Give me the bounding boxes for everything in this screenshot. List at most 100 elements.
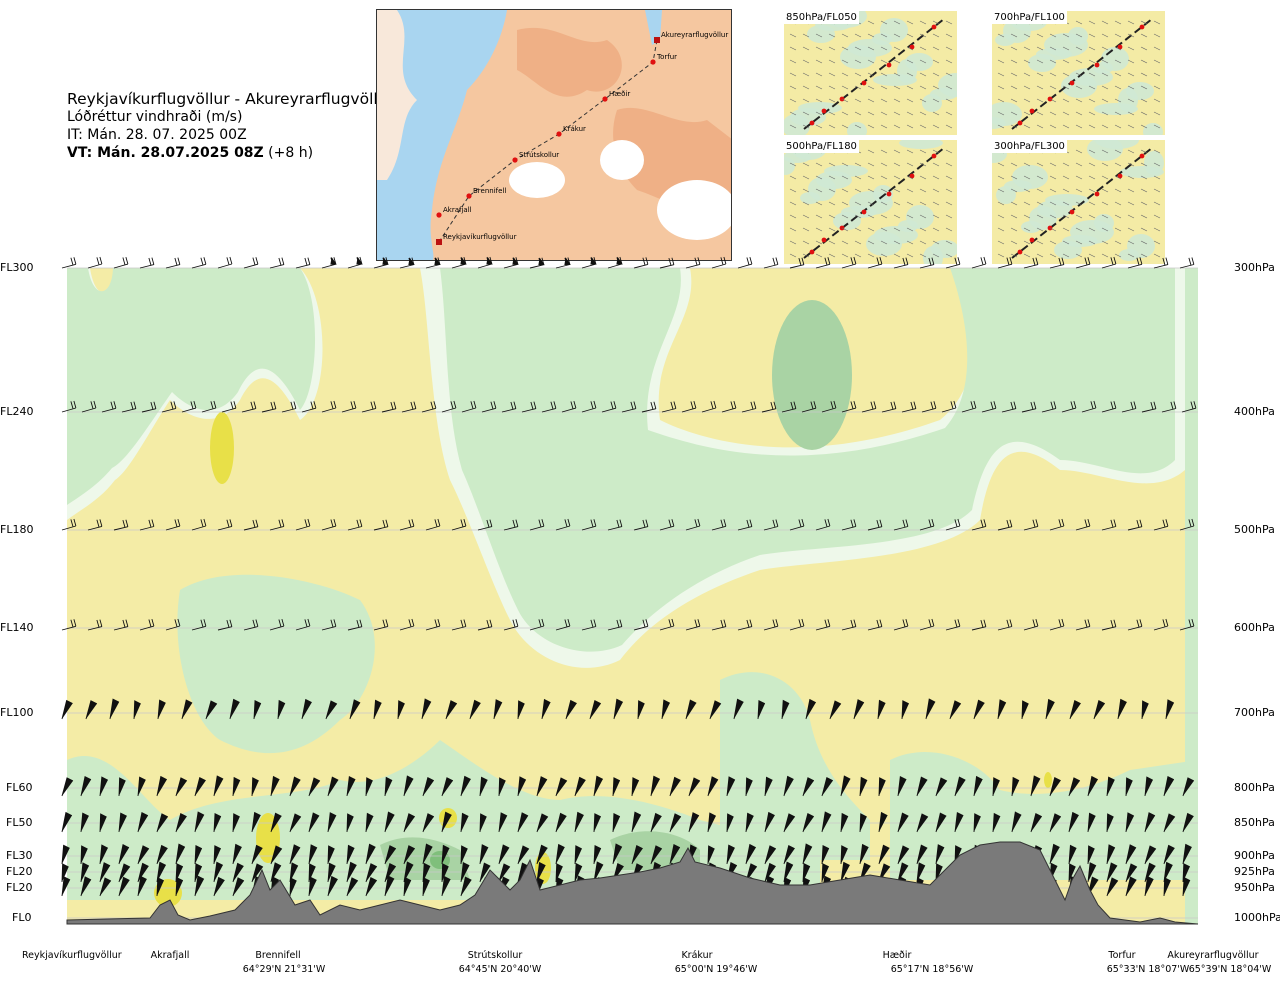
level-map-label: 500hPa/FL180 — [784, 140, 859, 153]
wind-barb — [659, 257, 675, 269]
wind-barb — [607, 519, 623, 531]
wind-barb — [802, 843, 813, 865]
wind-barb — [243, 619, 259, 631]
wind-barb — [346, 776, 356, 797]
wind-barb — [881, 401, 897, 413]
wind-barb — [156, 877, 165, 897]
wind-barb — [381, 401, 397, 413]
wind-barb — [477, 256, 493, 269]
wind-barb — [217, 619, 233, 631]
wind-barb — [916, 844, 928, 865]
wind-barb — [270, 812, 282, 833]
wind-barb — [1179, 618, 1195, 631]
wind-barb — [251, 844, 263, 865]
wind-barb — [156, 844, 168, 865]
wind-barb — [181, 400, 197, 413]
waypoint-coord: 64°45'N 20°40'W — [458, 964, 542, 975]
wind-barb — [213, 861, 224, 883]
wind-barb — [156, 861, 167, 883]
wind-barb — [685, 257, 701, 269]
wind-barb — [421, 698, 432, 720]
wind-barb — [113, 619, 129, 631]
wind-barb — [213, 845, 222, 865]
wind-barb — [789, 518, 805, 531]
wind-barb — [175, 777, 188, 797]
wind-barb — [289, 776, 301, 797]
wind-barb — [80, 862, 90, 883]
wind-barb — [165, 618, 181, 631]
waypoint-label: Strútskollur — [467, 950, 523, 961]
wind-barb — [308, 777, 321, 797]
wind-barb — [821, 777, 834, 797]
wind-barb — [460, 876, 472, 897]
wind-barb — [327, 845, 335, 865]
wind-barb — [175, 843, 186, 865]
wind-barb — [118, 812, 127, 833]
wind-barb — [992, 812, 1001, 833]
route-waypoint-label: Hæðir — [609, 90, 630, 98]
waypoint-coord: 65°39'N 18°04'W — [1188, 964, 1272, 975]
wind-barb — [861, 401, 877, 413]
wind-barb — [631, 811, 642, 833]
wind-barb — [80, 845, 88, 865]
wind-barb — [479, 844, 489, 865]
wind-barb — [1106, 844, 1116, 865]
wind-barb — [421, 401, 437, 413]
wind-barb — [137, 875, 147, 897]
wind-barb — [99, 862, 111, 883]
level-map-svg — [784, 11, 957, 135]
wind-barb — [867, 619, 883, 631]
wind-barb — [1093, 700, 1106, 720]
wind-barb — [1087, 812, 1096, 833]
wind-barb — [498, 863, 511, 883]
wind-barb — [919, 618, 935, 631]
wind-barb — [1165, 699, 1175, 720]
wind-barb — [954, 776, 966, 797]
waypoint-coord: 65°17'N 18°56'W — [890, 964, 974, 975]
route-waypoint-label: Akrafjall — [443, 206, 472, 214]
wind-barb — [365, 863, 378, 883]
level-map-label: 850hPa/FL050 — [784, 11, 859, 24]
wind-barb — [935, 777, 948, 797]
wind-barb — [593, 813, 602, 833]
wind-barb — [308, 812, 320, 833]
wind-barb — [840, 845, 848, 865]
wind-barb — [1153, 257, 1169, 269]
wind-barb — [815, 518, 831, 531]
wind-barb — [191, 518, 207, 531]
wind-barb — [460, 862, 470, 883]
wind-barb — [973, 699, 985, 720]
wind-barb — [121, 401, 137, 413]
parameter-label: Lóðréttur vindhraði (m/s) — [67, 109, 243, 125]
wind-barb — [217, 256, 233, 269]
wind-barb — [763, 619, 779, 631]
wind-barb — [161, 401, 177, 413]
wind-barb — [637, 700, 645, 720]
waypoint-coord: 65°00'N 19°46'W — [674, 964, 758, 975]
wind-barb — [441, 844, 450, 865]
wind-barb — [137, 776, 146, 797]
wind-barb — [631, 844, 643, 865]
wind-barb — [997, 699, 1007, 720]
wind-barb — [399, 519, 415, 531]
wind-barb — [589, 700, 602, 720]
wind-barb — [840, 775, 851, 797]
wind-barb — [1182, 777, 1195, 797]
wind-barb — [841, 519, 857, 531]
wind-barb — [685, 699, 697, 720]
wind-barb — [346, 844, 355, 865]
wind-barb — [925, 698, 936, 720]
wind-barb — [954, 812, 964, 833]
wind-barb — [555, 518, 571, 531]
wind-barb — [139, 257, 155, 269]
wind-barb — [289, 877, 297, 897]
wind-barb — [971, 256, 987, 269]
wind-barb — [1144, 812, 1156, 833]
fl-tick-label: FL140 — [0, 621, 34, 634]
wind-barb — [1101, 619, 1117, 631]
wind-barb — [783, 844, 795, 865]
waypoint-label: Hæðir — [882, 950, 912, 961]
wind-barb — [481, 401, 497, 413]
wind-barb — [61, 257, 77, 269]
wind-barb — [733, 698, 744, 720]
